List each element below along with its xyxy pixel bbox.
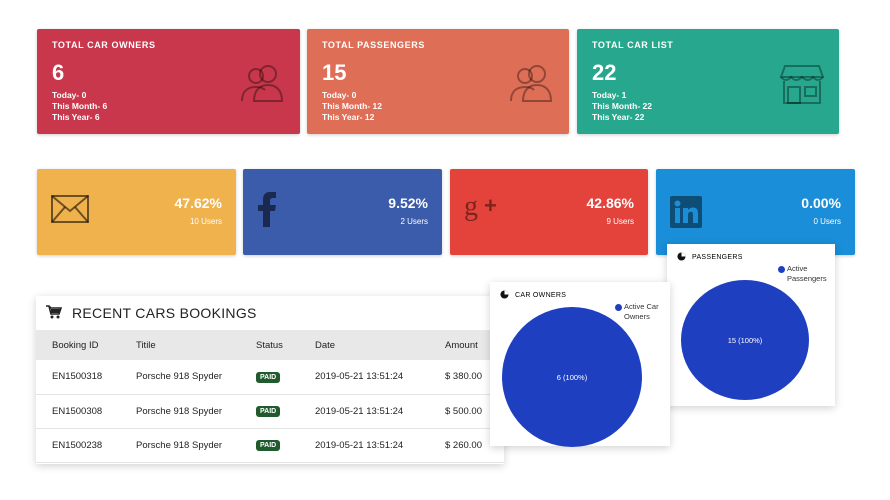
- column-header: Titile: [120, 330, 240, 360]
- stat-today: Today- 1: [592, 90, 627, 100]
- svg-text:+: +: [484, 193, 497, 218]
- booking-id: EN1500308: [36, 394, 120, 429]
- store-icon: [779, 63, 825, 110]
- status-badge: PAID: [256, 440, 281, 451]
- social-card-google-plus[interactable]: g + 42.86% 9 Users: [450, 169, 648, 255]
- chart-legend: Active Passengers: [778, 264, 831, 284]
- booking-title: Porsche 918 Spyder: [120, 428, 240, 463]
- booking-title: Porsche 918 Spyder: [120, 394, 240, 429]
- stat-year: This Year- 12: [322, 112, 375, 122]
- stat-card-car-owners[interactable]: TOTAL CAR OWNERS 6 Today- 0 This Month- …: [37, 29, 300, 134]
- stat-year: This Year- 6: [52, 112, 100, 122]
- stat-month: This Month- 12: [322, 101, 382, 111]
- stat-today: Today- 0: [52, 90, 87, 100]
- envelope-icon: [51, 195, 89, 228]
- stat-month: This Month- 6: [52, 101, 108, 111]
- booking-id: EN1500318: [36, 360, 120, 395]
- status-badge: PAID: [256, 406, 281, 417]
- social-card-facebook[interactable]: 9.52% 2 Users: [243, 169, 442, 255]
- legend-swatch: [615, 304, 622, 311]
- passengers-pie: 15 (100%): [681, 280, 809, 400]
- car-owners-pie: 6 (100%): [502, 307, 642, 447]
- social-users: 2 Users: [400, 217, 428, 226]
- slice-data-label: 15 (100%): [728, 336, 763, 345]
- bookings-header: RECENT CARS BOOKINGS: [36, 296, 504, 330]
- social-users: 10 Users: [189, 217, 222, 226]
- stat-title: TOTAL CAR OWNERS: [52, 40, 156, 50]
- booking-date: 2019-05-21 13:51:24: [299, 394, 429, 429]
- booking-status-cell: PAID: [240, 360, 299, 395]
- social-users: 9 Users: [606, 217, 634, 226]
- stat-year: This Year- 22: [592, 112, 645, 122]
- stat-card-car-list[interactable]: TOTAL CAR LIST 22 Today- 1 This Month- 2…: [577, 29, 839, 134]
- column-header: Status: [240, 330, 299, 360]
- car-owners-chart-card: CAR OWNERS Active Car Owners 6 (100%): [490, 282, 670, 447]
- booking-date: 2019-05-21 13:51:24: [299, 428, 429, 463]
- column-header: Booking ID: [36, 330, 120, 360]
- legend-swatch: [778, 266, 785, 273]
- chart-title: CAR OWNERS: [515, 292, 567, 299]
- booking-status-cell: PAID: [240, 428, 299, 463]
- table-row[interactable]: EN1500308 Porsche 918 Spyder PAID 2019-0…: [36, 394, 504, 429]
- booking-title: Porsche 918 Spyder: [120, 360, 240, 395]
- table-header-row: Booking ID Titile Status Date Amount: [36, 330, 504, 360]
- social-card-email[interactable]: 47.62% 10 Users: [37, 169, 236, 255]
- stat-value: 6: [52, 60, 65, 85]
- facebook-icon: [257, 191, 277, 232]
- stat-value: 15: [322, 60, 347, 85]
- booking-id: EN1500238: [36, 428, 120, 463]
- social-users: 0 Users: [813, 217, 841, 226]
- social-percent: 9.52%: [388, 195, 428, 211]
- stat-value: 22: [592, 60, 617, 85]
- pie-slice[interactable]: [502, 307, 642, 447]
- pie-chart-icon: [500, 290, 509, 301]
- social-percent: 42.86%: [586, 195, 634, 211]
- stat-card-passengers[interactable]: TOTAL PASSENGERS 15 Today- 0 This Month-…: [307, 29, 569, 134]
- slice-data-label: 6 (100%): [557, 373, 588, 382]
- bookings-table: Booking ID Titile Status Date Amount EN1…: [36, 330, 504, 463]
- legend-label: Active Passengers: [787, 264, 827, 283]
- pie-chart-icon: [677, 252, 686, 263]
- social-percent: 47.62%: [174, 195, 222, 211]
- stat-month: This Month- 22: [592, 101, 652, 111]
- svg-text:g: g: [464, 193, 478, 222]
- google-plus-icon: g +: [464, 191, 504, 232]
- stat-title: TOTAL CAR LIST: [592, 40, 674, 50]
- booking-status-cell: PAID: [240, 394, 299, 429]
- bookings-title: RECENT CARS BOOKINGS: [72, 305, 257, 321]
- table-row[interactable]: EN1500238 Porsche 918 Spyder PAID 2019-0…: [36, 428, 504, 463]
- social-percent: 0.00%: [801, 195, 841, 211]
- cart-icon: [46, 304, 63, 322]
- stat-today: Today- 0: [322, 90, 357, 100]
- chart-title: PASSENGERS: [692, 254, 743, 261]
- linkedin-icon: [670, 196, 702, 233]
- column-header: Date: [299, 330, 429, 360]
- status-badge: PAID: [256, 371, 281, 383]
- users-icon: [238, 63, 286, 108]
- passengers-chart-card: PASSENGERS Active Passengers 15 (100%): [667, 244, 835, 406]
- users-icon: [507, 63, 555, 108]
- booking-date: 2019-05-21 13:51:24: [299, 360, 429, 395]
- recent-bookings-panel: RECENT CARS BOOKINGS Booking ID Titile S…: [36, 296, 504, 464]
- stat-title: TOTAL PASSENGERS: [322, 40, 425, 50]
- legend-label: Active Car Owners: [624, 302, 659, 321]
- social-card-linkedin[interactable]: 0.00% 0 Users: [656, 169, 855, 255]
- pie-slice[interactable]: [681, 280, 809, 400]
- chart-legend: Active Car Owners: [615, 302, 668, 322]
- table-row[interactable]: EN1500318 Porsche 918 Spyder PAID 2019-0…: [36, 360, 504, 395]
